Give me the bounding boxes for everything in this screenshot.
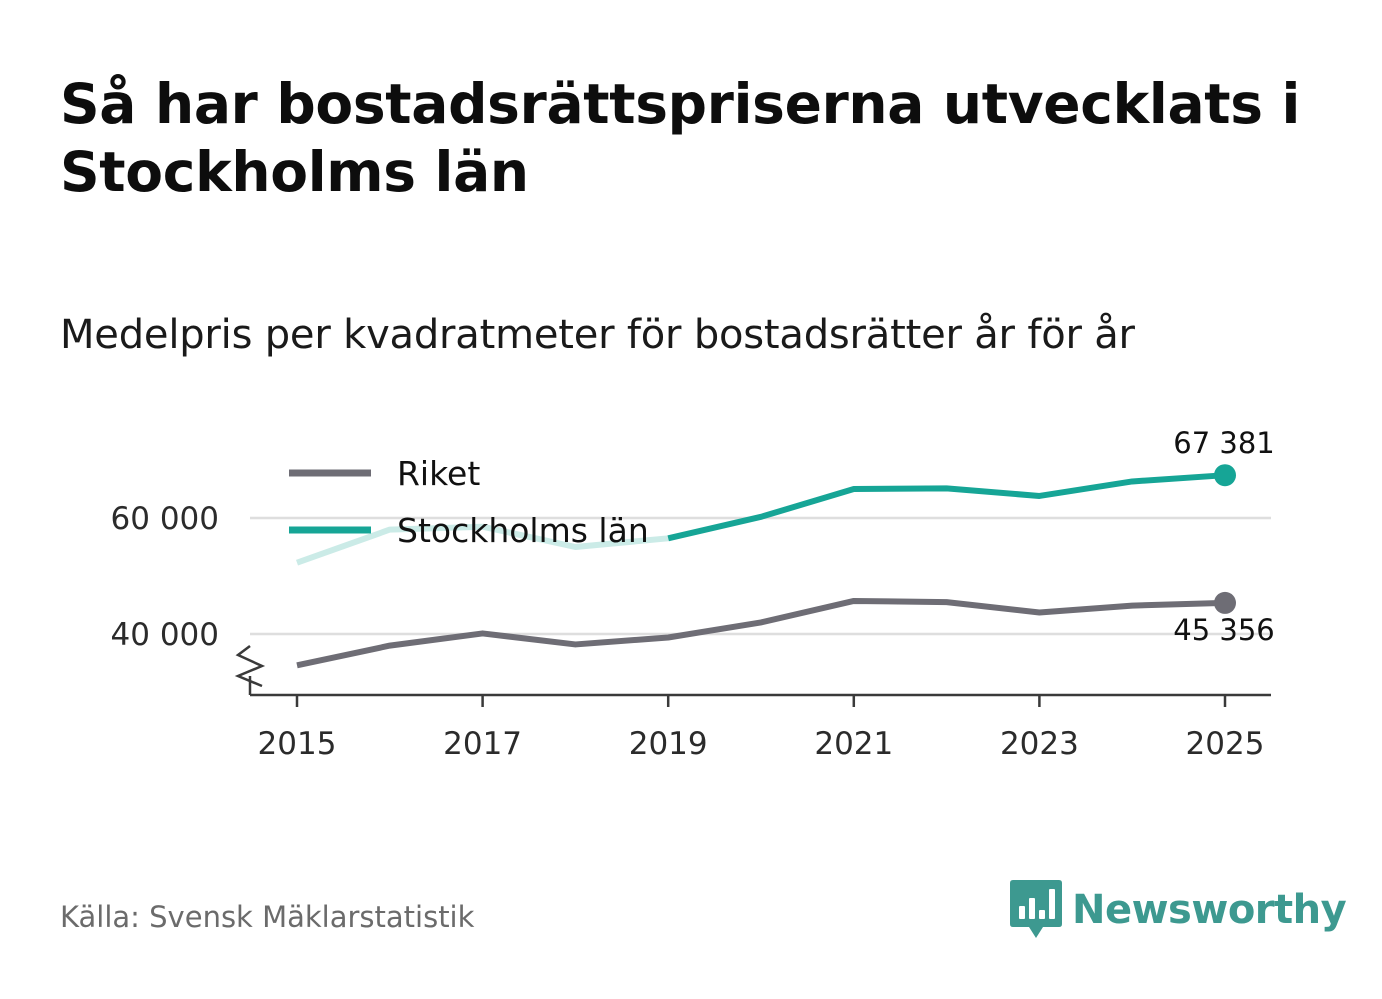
end-label-riket: 45 356 <box>1173 613 1274 647</box>
axes: 40 000 60 000 2015 2017 2019 2021 2023 2025 <box>111 501 1271 762</box>
end-labels: 67 381 45 356 <box>1173 426 1274 647</box>
x-tick-label: 2021 <box>814 726 893 762</box>
y-tick-label: 40 000 <box>111 617 219 653</box>
source-note: Källa: Svensk Mäklarstatistik <box>60 900 475 934</box>
x-tick-label: 2019 <box>629 726 708 762</box>
series-line-riket <box>296 597 1226 669</box>
x-tick-label: 2015 <box>258 726 337 762</box>
chart-subtitle: Medelpris per kvadratmeter för bostadsrä… <box>60 312 1135 358</box>
series-line-stockholms-lan-faded <box>295 523 669 566</box>
legend: Riket Stockholms län <box>289 454 649 550</box>
x-tick-label: 2023 <box>1000 726 1079 762</box>
legend-label: Stockholms län <box>397 511 649 550</box>
end-label-stockholms-lan: 67 381 <box>1173 426 1274 460</box>
newsworthy-logo-icon <box>1010 880 1062 938</box>
endpoint-marker-riket <box>1214 591 1236 614</box>
endpoint-marker-stockholms-lan <box>1214 464 1236 487</box>
y-tick-label: 60 000 <box>111 501 219 537</box>
legend-label: Riket <box>397 454 480 493</box>
brand-logo: Newsworthy <box>1010 880 1347 940</box>
line-chart: 40 000 60 000 2015 2017 2019 2021 2023 2025 Rik… <box>111 426 1275 762</box>
axis-break-icon <box>234 645 266 688</box>
series-lines <box>295 464 1236 669</box>
x-tick-label: 2025 <box>1186 726 1265 762</box>
brand-name: Newsworthy <box>1072 887 1347 933</box>
x-tick-label: 2017 <box>443 726 522 762</box>
series-line-stockholms-lan <box>667 472 1226 542</box>
chart-title: Så har bostadsrättspriserna utvecklats i… <box>60 72 1301 204</box>
